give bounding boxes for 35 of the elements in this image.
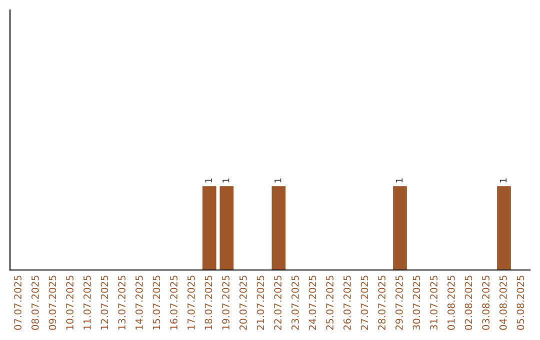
data-label: 1 xyxy=(222,178,230,182)
x-tick-label: 11.07.2025 xyxy=(83,276,91,330)
x-tick-label: 08.07.2025 xyxy=(31,276,39,330)
x-tick-label: 10.07.2025 xyxy=(66,276,74,330)
x-tick-label: 29.07.2025 xyxy=(395,276,403,330)
x-tick-label: 31.07.2025 xyxy=(430,276,438,330)
data-label: 1 xyxy=(500,178,506,182)
x-tick-label: 20.07.2025 xyxy=(239,276,247,330)
x-tick-label: 15.07.2025 xyxy=(152,276,160,330)
x-tick-label: 01.08.2025 xyxy=(447,276,455,330)
x-tick-label: 17.07.2025 xyxy=(187,276,195,330)
x-tick-label: 21.07.2025 xyxy=(256,276,264,330)
x-tick-label: 13.07.2025 xyxy=(118,276,126,330)
x-tick-label: 26.07.2025 xyxy=(343,276,351,330)
x-tick-label: 19.07.2025 xyxy=(222,276,230,330)
x-tick-label: 16.07.2025 xyxy=(170,276,178,330)
data-label: 1 xyxy=(205,178,212,182)
x-tick-label: 25.07.2025 xyxy=(326,276,334,330)
x-tick-label: 03.08.2025 xyxy=(482,276,490,330)
x-tick-label: 27.07.2025 xyxy=(360,276,368,330)
x-tick-label: 09.07.2025 xyxy=(48,276,56,330)
x-tick-label: 18.07.2025 xyxy=(204,276,212,330)
x-tick-label: 02.08.2025 xyxy=(464,276,472,330)
x-tick-label: 14.07.2025 xyxy=(135,276,143,330)
x-tick-label: 12.07.2025 xyxy=(100,276,108,330)
x-tick-label: 22.07.2025 xyxy=(274,276,282,330)
x-tick-label: 23.07.2025 xyxy=(291,276,299,330)
x-tick-label: 07.07.2025 xyxy=(14,276,22,330)
x-tick-label: 04.08.2025 xyxy=(499,276,507,330)
data-label: 1 xyxy=(396,178,402,182)
x-tick-label: 24.07.2025 xyxy=(308,276,316,330)
x-tick-label: 05.08.2025 xyxy=(516,276,524,330)
data-label: 1 xyxy=(274,178,282,182)
x-tick-label: 30.07.2025 xyxy=(412,276,420,330)
x-tick-label: 28.07.2025 xyxy=(378,276,386,330)
